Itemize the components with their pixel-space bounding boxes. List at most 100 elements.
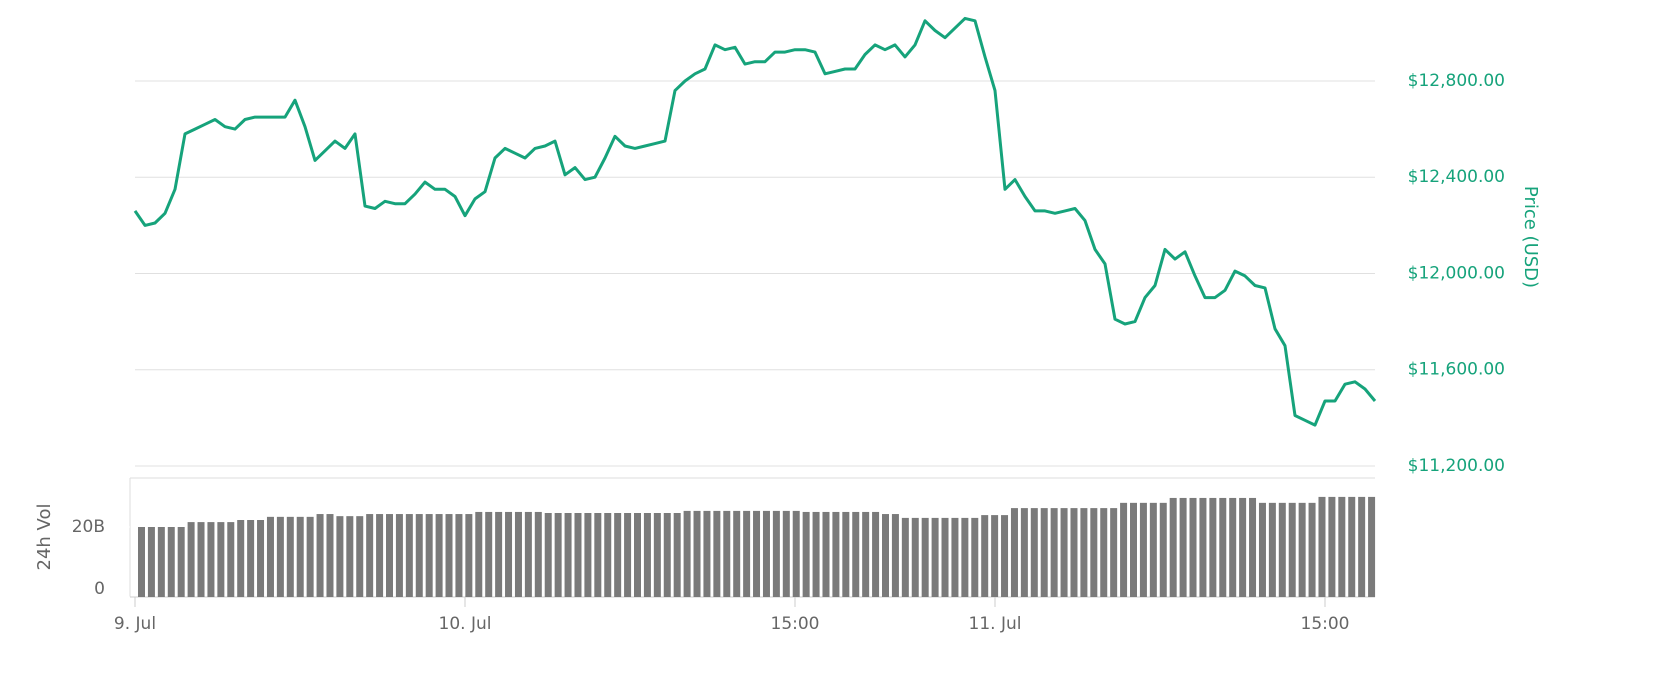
volume-bar xyxy=(1258,502,1266,597)
volume-bar xyxy=(872,511,880,597)
volume-bar xyxy=(653,513,661,597)
volume-bar xyxy=(1318,496,1326,597)
volume-bar xyxy=(762,510,770,597)
volume-bar xyxy=(1090,508,1098,597)
volume-bar xyxy=(1229,497,1237,597)
volume-bar xyxy=(753,510,761,597)
volume-bar xyxy=(167,527,175,597)
volume-bar xyxy=(604,513,612,597)
volume-bar xyxy=(405,514,413,597)
volume-bar xyxy=(971,517,979,597)
volume-bar xyxy=(1020,508,1028,597)
volume-bar xyxy=(544,513,552,597)
volume-bar xyxy=(951,517,959,597)
volume-bar xyxy=(356,516,364,597)
volume-bar xyxy=(1050,508,1058,597)
volume-bar xyxy=(1219,497,1227,597)
volume-bar xyxy=(425,514,433,597)
y-tick-label: $12,400.00 xyxy=(1408,167,1505,187)
y-tick-label: $11,200.00 xyxy=(1408,456,1505,476)
volume-bar xyxy=(574,513,582,597)
volume-bar xyxy=(634,513,641,597)
volume-bar xyxy=(1298,502,1306,597)
volume-bar xyxy=(217,522,225,597)
volume-bar xyxy=(1338,496,1346,597)
volume-bar xyxy=(594,513,602,597)
x-tick-label: 9. Jul xyxy=(114,614,156,634)
volume-bar xyxy=(316,514,324,597)
volume-bar xyxy=(901,517,909,597)
volume-bar xyxy=(514,511,522,597)
volume-bar xyxy=(1030,508,1038,597)
volume-bar xyxy=(1278,502,1286,597)
volume-bar xyxy=(961,517,969,597)
volume-bar xyxy=(911,517,919,597)
volume-bar xyxy=(455,514,463,597)
y-tick-label: $12,800.00 xyxy=(1408,71,1505,91)
volume-bar xyxy=(564,513,572,597)
volume-bar xyxy=(147,527,155,597)
volume-bar xyxy=(1001,515,1009,597)
volume-bar xyxy=(524,511,532,597)
volume-bar xyxy=(931,517,939,597)
volume-bar xyxy=(534,511,542,597)
volume-bar xyxy=(891,514,899,597)
volume-bar xyxy=(643,513,651,597)
volume-bar xyxy=(1169,497,1177,597)
volume-bar xyxy=(505,511,513,597)
volume-bar xyxy=(782,510,790,597)
volume-bar xyxy=(336,516,344,597)
volume-bar xyxy=(832,511,840,597)
price-axis-title: Price (USD) xyxy=(1520,186,1541,288)
volume-bar xyxy=(257,520,265,597)
volume-bar xyxy=(1199,497,1207,597)
volume-bar xyxy=(1288,502,1296,597)
volume-bar xyxy=(376,514,384,597)
volume-bar xyxy=(1070,508,1078,597)
volume-bar xyxy=(812,511,820,597)
volume-bar xyxy=(276,516,284,597)
volume-bar xyxy=(991,515,999,597)
volume-bar xyxy=(822,511,830,597)
volume-bar xyxy=(981,515,989,597)
volume-bar xyxy=(366,514,374,597)
volume-bar xyxy=(1159,502,1167,597)
volume-bar xyxy=(1268,502,1276,597)
volume-bar xyxy=(1110,508,1118,597)
volume-bar xyxy=(227,522,235,597)
volume-bar xyxy=(1209,497,1217,597)
volume-bar xyxy=(842,511,850,597)
volume-bar xyxy=(296,516,304,597)
x-tick-label: 15:00 xyxy=(1301,614,1350,634)
volume-bar xyxy=(266,516,274,597)
volume-bar xyxy=(465,514,473,597)
volume-bar xyxy=(177,527,185,597)
volume-bar xyxy=(1328,496,1336,597)
volume-bar xyxy=(663,513,671,597)
volume-bar xyxy=(1348,496,1356,597)
volume-bar xyxy=(1060,508,1068,597)
x-tick-label: 11. Jul xyxy=(969,614,1022,634)
volume-bar xyxy=(346,516,354,597)
price-line xyxy=(133,16,1377,427)
volume-bar xyxy=(1239,497,1247,597)
volume-bar xyxy=(772,510,780,597)
y-tick-label: $12,000.00 xyxy=(1408,263,1505,283)
volume-axis-title: 24h Vol xyxy=(34,504,55,571)
volume-bar xyxy=(882,514,889,597)
volume-bar xyxy=(554,513,562,597)
volume-bar xyxy=(1358,496,1366,597)
volume-bar xyxy=(614,513,622,597)
volume-bar xyxy=(326,514,334,597)
volume-bar xyxy=(862,511,870,597)
volume-bar xyxy=(286,516,294,597)
volume-bar xyxy=(475,511,483,597)
x-tick-label: 15:00 xyxy=(771,614,820,634)
volume-bar xyxy=(386,514,393,597)
volume-bar xyxy=(1080,508,1088,597)
volume-bar xyxy=(157,527,165,597)
volume-bar xyxy=(1139,502,1147,597)
volume-bar xyxy=(693,510,701,597)
volume-bar xyxy=(138,527,145,597)
